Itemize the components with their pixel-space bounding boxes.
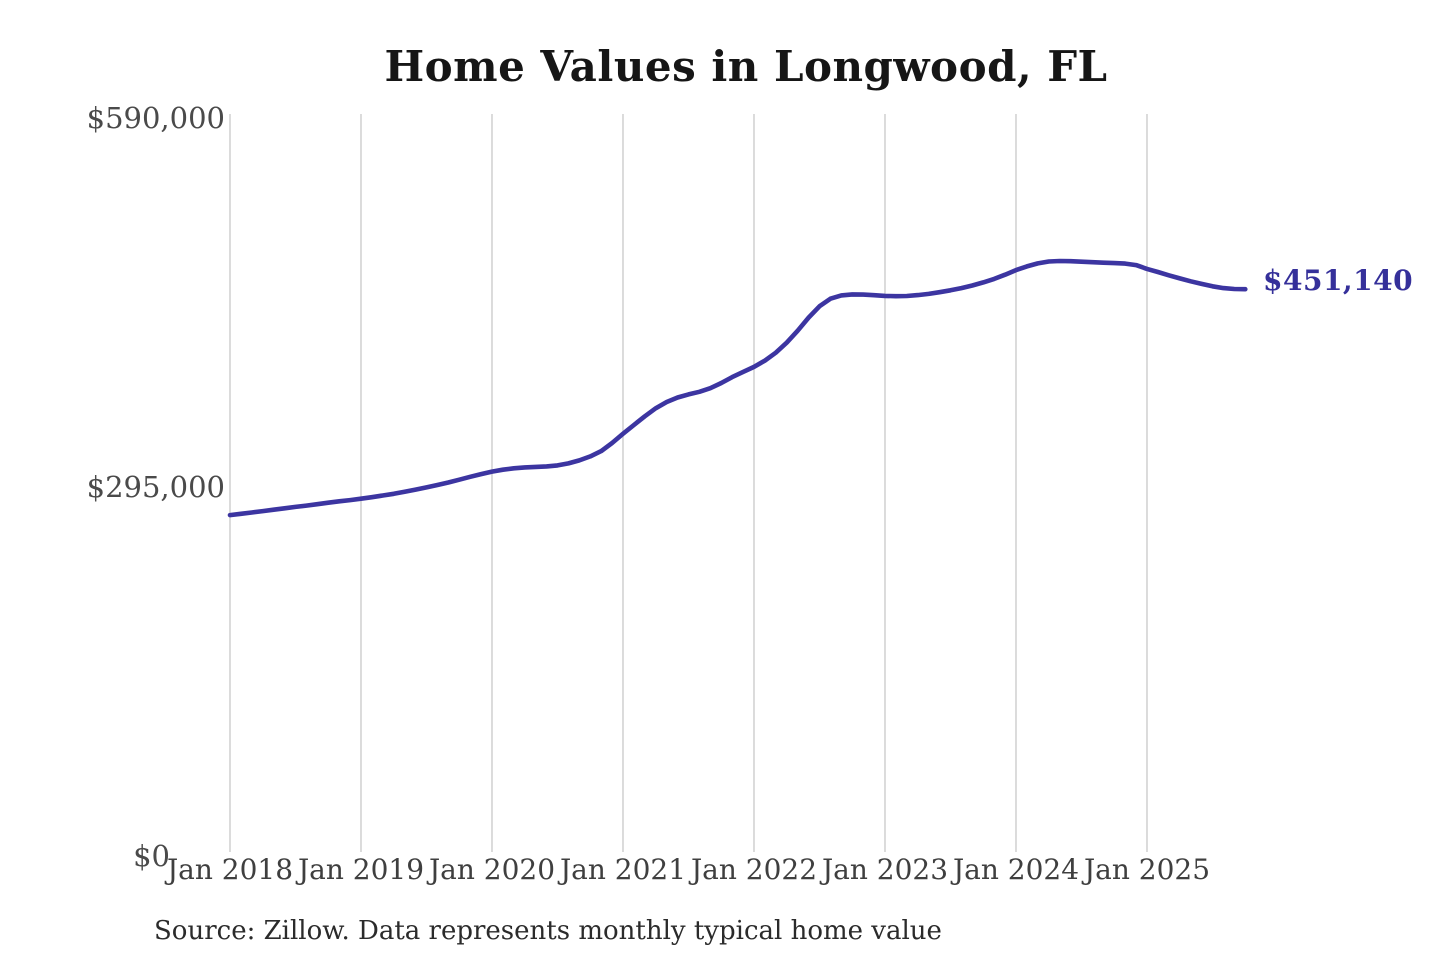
x-axis-label: Jan 2019	[297, 853, 425, 886]
y-axis-label-max: $590,000	[86, 101, 225, 135]
x-axis-label: Jan 2023	[821, 853, 949, 886]
source-note: Source: Zillow. Data represents monthly …	[154, 916, 942, 946]
x-axis-label: Jan 2022	[690, 853, 818, 886]
chart-title: Home Values in Longwood, FL	[384, 42, 1108, 91]
current-value-label: $451,140	[1263, 264, 1414, 297]
x-axis-label: Jan 2020	[428, 853, 556, 886]
x-axis-label: Jan 2018	[166, 853, 294, 886]
home-value-line	[227, 258, 1248, 518]
x-axis-label: Jan 2021	[559, 853, 687, 886]
x-axis-label: Jan 2025	[1083, 853, 1211, 886]
y-axis-label-zero: $0	[133, 839, 170, 873]
x-axis-label: Jan 2024	[952, 853, 1080, 886]
y-axis-label-mid: $295,000	[86, 470, 225, 504]
